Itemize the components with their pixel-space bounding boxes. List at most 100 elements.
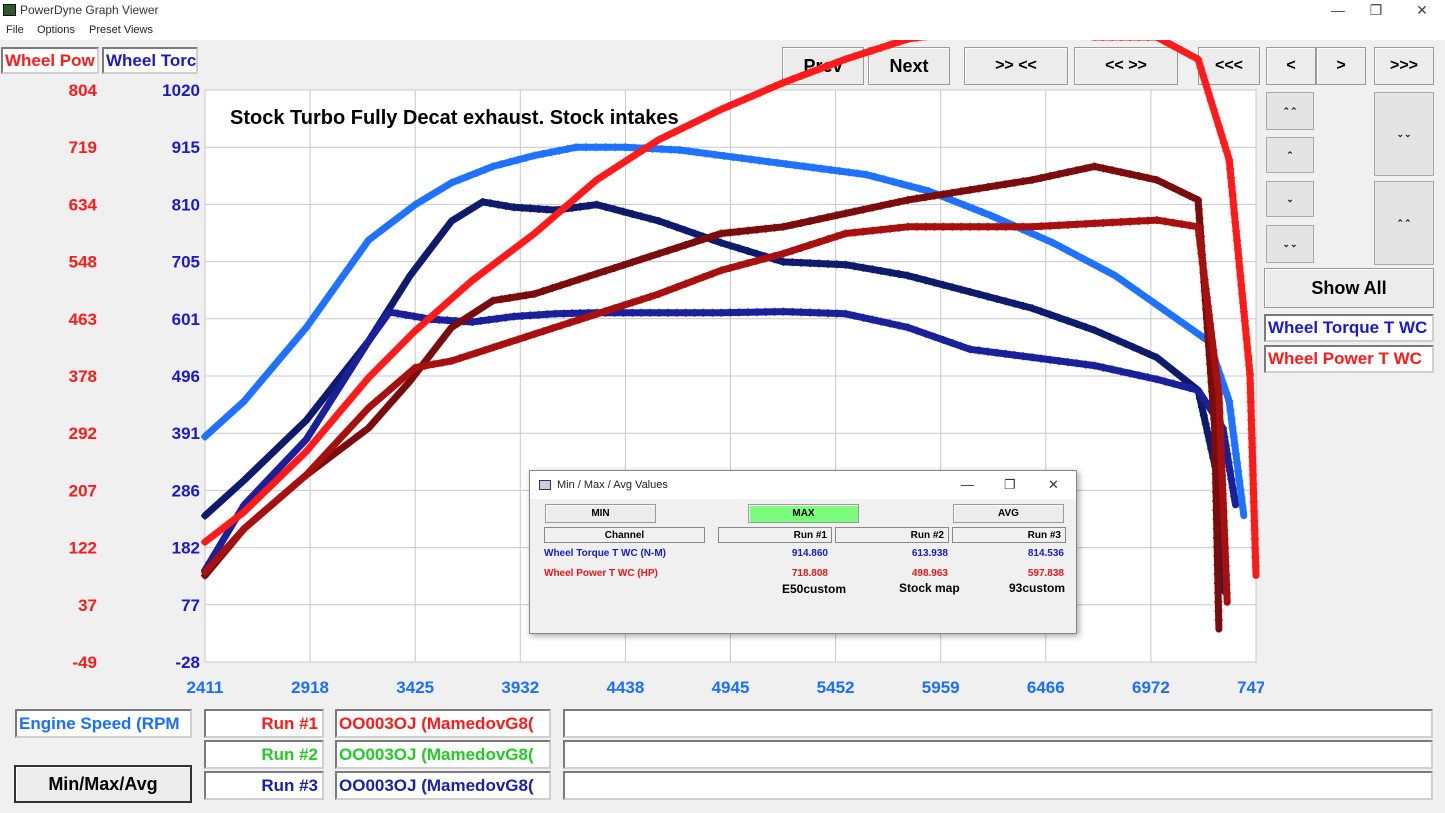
dialog-run3-header: Run #3 xyxy=(952,527,1066,543)
series-marker xyxy=(1199,71,1208,80)
series-marker xyxy=(557,321,566,330)
run3-notes-field[interactable] xyxy=(563,771,1433,800)
series-marker xyxy=(291,336,300,345)
series-marker xyxy=(1173,369,1182,378)
series-marker xyxy=(1218,489,1227,498)
scroll-far-right-button[interactable]: >>> xyxy=(1374,47,1434,85)
series-marker xyxy=(814,238,823,247)
run1-notes-field[interactable] xyxy=(563,709,1433,738)
right-scale-shrink-button[interactable]: ⌃⌃ xyxy=(1374,181,1434,265)
series-marker xyxy=(384,220,393,229)
close-button[interactable]: ✕ xyxy=(1416,2,1428,18)
series-marker xyxy=(240,476,249,485)
series-marker xyxy=(764,157,773,166)
series-marker xyxy=(233,403,242,411)
min-max-avg-button[interactable]: Min/Max/Avg xyxy=(14,765,192,803)
run2-notes-field[interactable] xyxy=(563,740,1433,769)
dialog-close-button[interactable]: ✕ xyxy=(1048,477,1059,492)
scroll-right-button[interactable]: > xyxy=(1316,47,1366,85)
series-marker xyxy=(1209,105,1218,114)
series-marker xyxy=(358,410,367,419)
series-marker xyxy=(364,337,373,346)
series-marker xyxy=(850,311,859,320)
series-marker xyxy=(1185,221,1194,230)
scroll-down-fast-button[interactable]: ⌄⌄ xyxy=(1266,225,1314,263)
dialog-power-run3: 597.838 xyxy=(1027,568,1064,579)
series-marker xyxy=(382,403,391,412)
series-marker xyxy=(1232,227,1241,236)
series-marker xyxy=(258,458,267,467)
dialog-maximize-button[interactable]: ❐ xyxy=(1004,477,1016,492)
run1-label[interactable]: Run #1 xyxy=(204,709,324,738)
chevron-down-icon: ⌄ xyxy=(1286,193,1294,204)
series-marker xyxy=(823,61,832,70)
double-chevron-up-icon: ⌃⌃ xyxy=(1396,217,1412,228)
series-marker xyxy=(497,340,506,349)
right-scale-expand-button[interactable]: ⌄⌄ xyxy=(1374,92,1434,176)
series-marker xyxy=(871,172,880,181)
legend-power[interactable]: Wheel Power T WC xyxy=(1264,345,1434,373)
power-channel-tab[interactable]: Wheel Pow xyxy=(1,47,99,74)
series-marker xyxy=(267,500,276,509)
maximize-button[interactable]: ❐ xyxy=(1369,2,1383,18)
next-button[interactable]: Next xyxy=(868,47,950,85)
series-marker xyxy=(868,226,877,235)
zoom-in-button[interactable]: >> << xyxy=(964,47,1068,85)
series-marker xyxy=(1227,182,1236,191)
chevron-up-icon: ⌃ xyxy=(1286,149,1294,160)
series-marker xyxy=(353,387,362,396)
series-marker xyxy=(1251,544,1260,553)
series-marker xyxy=(817,164,826,173)
series-marker xyxy=(951,197,960,206)
series-marker xyxy=(630,143,639,152)
series-marker xyxy=(319,394,328,403)
run3-label[interactable]: Run #3 xyxy=(204,771,324,800)
torque-channel-tab[interactable]: Wheel Torc xyxy=(102,47,198,74)
scroll-up-button[interactable]: ⌃ xyxy=(1266,137,1314,173)
series-marker xyxy=(1129,343,1138,352)
scroll-left-button[interactable]: < xyxy=(1266,47,1316,85)
run2-file[interactable]: OO003OJ (MamedovG8( xyxy=(335,740,551,769)
series-marker xyxy=(957,222,966,231)
series-marker xyxy=(371,231,380,239)
series-marker xyxy=(440,183,449,192)
series-marker xyxy=(234,530,243,539)
run2-label[interactable]: Run #2 xyxy=(204,740,324,769)
series-marker xyxy=(1209,346,1218,355)
series-marker xyxy=(455,354,464,363)
run3-file[interactable]: OO003OJ (MamedovG8( xyxy=(335,771,551,800)
series-marker xyxy=(1064,247,1073,255)
min-max-avg-dialog[interactable]: Min / Max / Avg Values — ❐ ✕ MIN MAX AVG… xyxy=(529,470,1077,634)
series-marker xyxy=(359,344,368,353)
torque-axis-tick-label: 705 xyxy=(172,253,200,272)
series-marker xyxy=(912,194,921,203)
series-marker xyxy=(797,71,806,80)
dialog-avg-button[interactable]: AVG xyxy=(953,504,1064,523)
legend-torque[interactable]: Wheel Torque T WC xyxy=(1264,314,1434,342)
dialog-power-channel: Wheel Power T WC (HP) xyxy=(544,568,658,579)
dialog-max-button[interactable]: MAX xyxy=(748,504,859,523)
series-marker xyxy=(743,226,752,235)
series-marker xyxy=(1230,492,1239,501)
series-marker xyxy=(1208,396,1217,405)
dialog-minimize-button[interactable]: — xyxy=(961,477,974,492)
show-all-button[interactable]: Show All xyxy=(1264,268,1434,308)
zoom-out-button[interactable]: << >> xyxy=(1074,47,1178,85)
scroll-up-fast-button[interactable]: ⌃⌃ xyxy=(1266,92,1314,130)
series-marker xyxy=(1220,526,1229,534)
menu-options[interactable]: Options xyxy=(37,24,75,36)
menu-preset-views[interactable]: Preset Views xyxy=(89,24,153,36)
series-marker xyxy=(208,531,217,540)
series-marker xyxy=(328,287,337,295)
menu-file[interactable]: File xyxy=(6,24,24,36)
x-channel-selector[interactable]: Engine Speed (RPM xyxy=(15,709,192,738)
series-marker xyxy=(505,338,514,347)
run1-file[interactable]: OO003OJ (MamedovG8( xyxy=(335,709,551,738)
scroll-far-left-button[interactable]: <<< xyxy=(1198,47,1260,85)
dialog-min-button[interactable]: MIN xyxy=(545,504,656,523)
scroll-down-button[interactable]: ⌄ xyxy=(1266,181,1314,217)
x-tick-label: 2411 xyxy=(187,678,224,697)
series-marker xyxy=(385,308,394,317)
minimize-button[interactable]: — xyxy=(1331,2,1345,18)
series-marker xyxy=(1248,443,1257,452)
